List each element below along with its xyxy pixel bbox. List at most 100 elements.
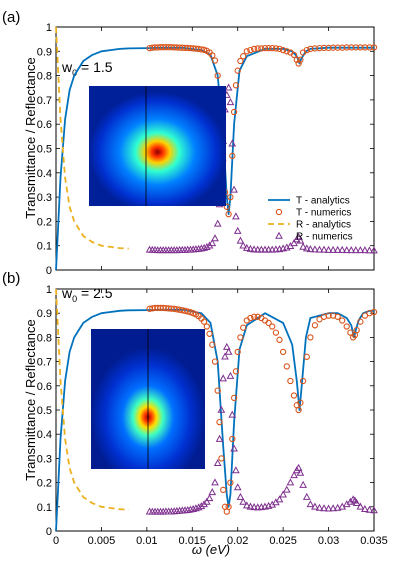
panel-a-t-numerics-point	[211, 57, 219, 64]
panel-b-x-tick-label: 0.035	[360, 535, 388, 547]
panel-a-t-numerics-point	[279, 46, 287, 54]
panel-a-y-tick-label: 0.5	[37, 144, 52, 156]
panel-b-t-numerics-point	[353, 326, 360, 334]
panel-b-t-numerics-point	[218, 455, 225, 462]
panel-a-r-numerics-point	[253, 245, 262, 253]
panel-b-r-numerics-point	[194, 503, 203, 511]
panel-b-y-tick-label: 0.7	[37, 357, 52, 369]
panel-a-t-numerics-point	[343, 44, 350, 51]
panel-b-t-numerics-point	[303, 353, 310, 360]
panel-a-r-numerics-point	[338, 245, 347, 253]
panel-b-t-numerics-point	[203, 323, 210, 330]
panel-a-t-numerics-point	[334, 44, 341, 51]
panel-b-y-tick-label: 0.3	[37, 453, 52, 465]
panel-b-t-numerics-point	[240, 324, 247, 331]
panel-a-t-numerics-point	[357, 44, 364, 51]
panel-b-t-numerics-point	[295, 406, 302, 414]
panel-a-y-tick-label: 0.6	[37, 119, 52, 131]
panel-b-r-numerics-point	[246, 502, 255, 510]
panel-a-r-numerics-point	[294, 232, 303, 240]
panel-b-r-numerics-point	[217, 405, 226, 413]
panel-a-t-numerics-point	[237, 57, 244, 65]
panel-b-r-numerics-point	[370, 506, 378, 514]
panel-a-t-numerics-point	[247, 46, 254, 54]
panel-b-t-numerics-point	[265, 319, 272, 327]
panel-a-r-numerics-point	[242, 243, 251, 251]
panel-b-t-numerics-point	[279, 348, 287, 356]
panel-a-field-map	[89, 86, 226, 206]
panel-a-t-numerics-point	[293, 56, 300, 63]
panel-a-r-numerics-point	[342, 246, 351, 254]
panel-a-y-tick-label: 0.8	[37, 71, 52, 83]
panel-b-t-numerics-point	[370, 308, 378, 316]
panel-b-t-numerics-point	[254, 313, 261, 320]
panel-b-t-numerics-point	[237, 334, 244, 341]
panel-a-y-tick-label: 0	[46, 265, 52, 277]
panel-a-r-numerics-point	[264, 245, 273, 253]
panel-b-t-numerics-point	[287, 377, 294, 385]
panel-a-plot: 0 0.1 0.2 0.3 0.4 0.5 0.6 0.7 0.8 0.9 1	[37, 22, 378, 277]
panel-b-r-numerics-point	[208, 488, 217, 496]
panel-b-t-numerics-point	[214, 387, 221, 394]
panel-a-r-numerics-point	[299, 242, 307, 250]
panel-b-label: (b)	[2, 270, 20, 287]
panel-b-t-numerics-point	[311, 322, 319, 329]
panel-b-r-numerics-point	[233, 483, 242, 491]
panel-a-r-numerics-point	[324, 245, 333, 253]
panel-a-t-numerics-point	[366, 44, 373, 51]
panel-b-t-numerics-point	[181, 307, 189, 314]
panel-a-t-numerics-point	[290, 51, 298, 59]
panel-a-r-numerics-point	[232, 212, 240, 220]
panel-a-t-numerics-point	[297, 56, 304, 63]
panel-a-y-tick-label: 0.7	[37, 95, 52, 107]
panel-b-t-numerics-point	[234, 348, 241, 356]
panel-a-t-numerics-point	[250, 45, 258, 53]
panel-a-param-subscript: 0	[72, 68, 77, 78]
panel-a-r-numerics-point	[233, 226, 242, 234]
panel-b-r-numerics-point	[230, 444, 238, 452]
panel-b-t-numerics-point	[200, 318, 208, 325]
panel-a-t-numerics-point	[320, 44, 328, 52]
panel-b-t-numerics-point	[334, 313, 341, 320]
panel-b-y-tick-label: 1	[46, 284, 52, 296]
panel-b-r-numerics-point	[279, 490, 287, 498]
panel-a-t-numerics-point	[214, 72, 221, 79]
panel-b-x-tick-label: 0.03	[318, 535, 339, 547]
panel-a-t-numerics-point	[243, 48, 250, 55]
panel-b-x-tick-label: 0.015	[179, 535, 207, 547]
panel-a-t-numerics-point	[361, 44, 369, 51]
panel-b-t-numerics-point	[339, 317, 346, 324]
panel-b-field-inset	[91, 329, 205, 469]
panel-b-r-numerics-point	[192, 504, 200, 512]
panel-b-t-numerics-point	[220, 486, 227, 494]
panel-a-t-numerics-point	[352, 44, 359, 51]
panel-b-y-tick-label: 0.1	[37, 502, 52, 514]
panel-a-t-numerics-point	[311, 45, 319, 52]
panel-b-y-tick-label: 0	[46, 526, 52, 538]
panel-b-r-numerics-point	[250, 503, 258, 511]
panel-b-t-numerics-point	[232, 368, 240, 375]
panel-b-r-numerics-point	[311, 502, 319, 510]
panel-b-r-numerics-point	[294, 463, 303, 471]
panel-a-r-numerics-point	[224, 83, 233, 91]
panel-b-r-numerics-point	[333, 503, 342, 511]
panel-b-r-numerics-point	[239, 497, 248, 505]
panel-a-t-numerics-point	[303, 46, 310, 54]
panel-b-y-axis-label: Transmittance / Reflectance	[23, 319, 38, 480]
panel-a-r-numerics-point	[236, 236, 245, 244]
panel-b-x-tick-label: 0.025	[269, 535, 297, 547]
legend-entry-label: T - numerics	[296, 208, 351, 219]
panel-b-t-numerics-point	[229, 435, 236, 443]
panel-a-r-numerics-point	[211, 234, 219, 242]
panel-b-r-numerics-point	[232, 466, 240, 474]
panel-a-r-numerics-point	[315, 245, 324, 253]
panel-b-r-numerics-point	[189, 504, 198, 513]
panel-a-r-numerics-point	[356, 246, 365, 254]
panel-a-t-numerics-point	[283, 48, 290, 55]
panel-b-y-tick-label: 0.8	[37, 332, 52, 344]
panel-a-r-numerics-point	[302, 244, 311, 252]
panel-a-t-numerics-point	[232, 82, 240, 89]
panel-b-r-numerics-point	[219, 374, 228, 382]
panel-a-r-numerics-point	[200, 243, 208, 251]
